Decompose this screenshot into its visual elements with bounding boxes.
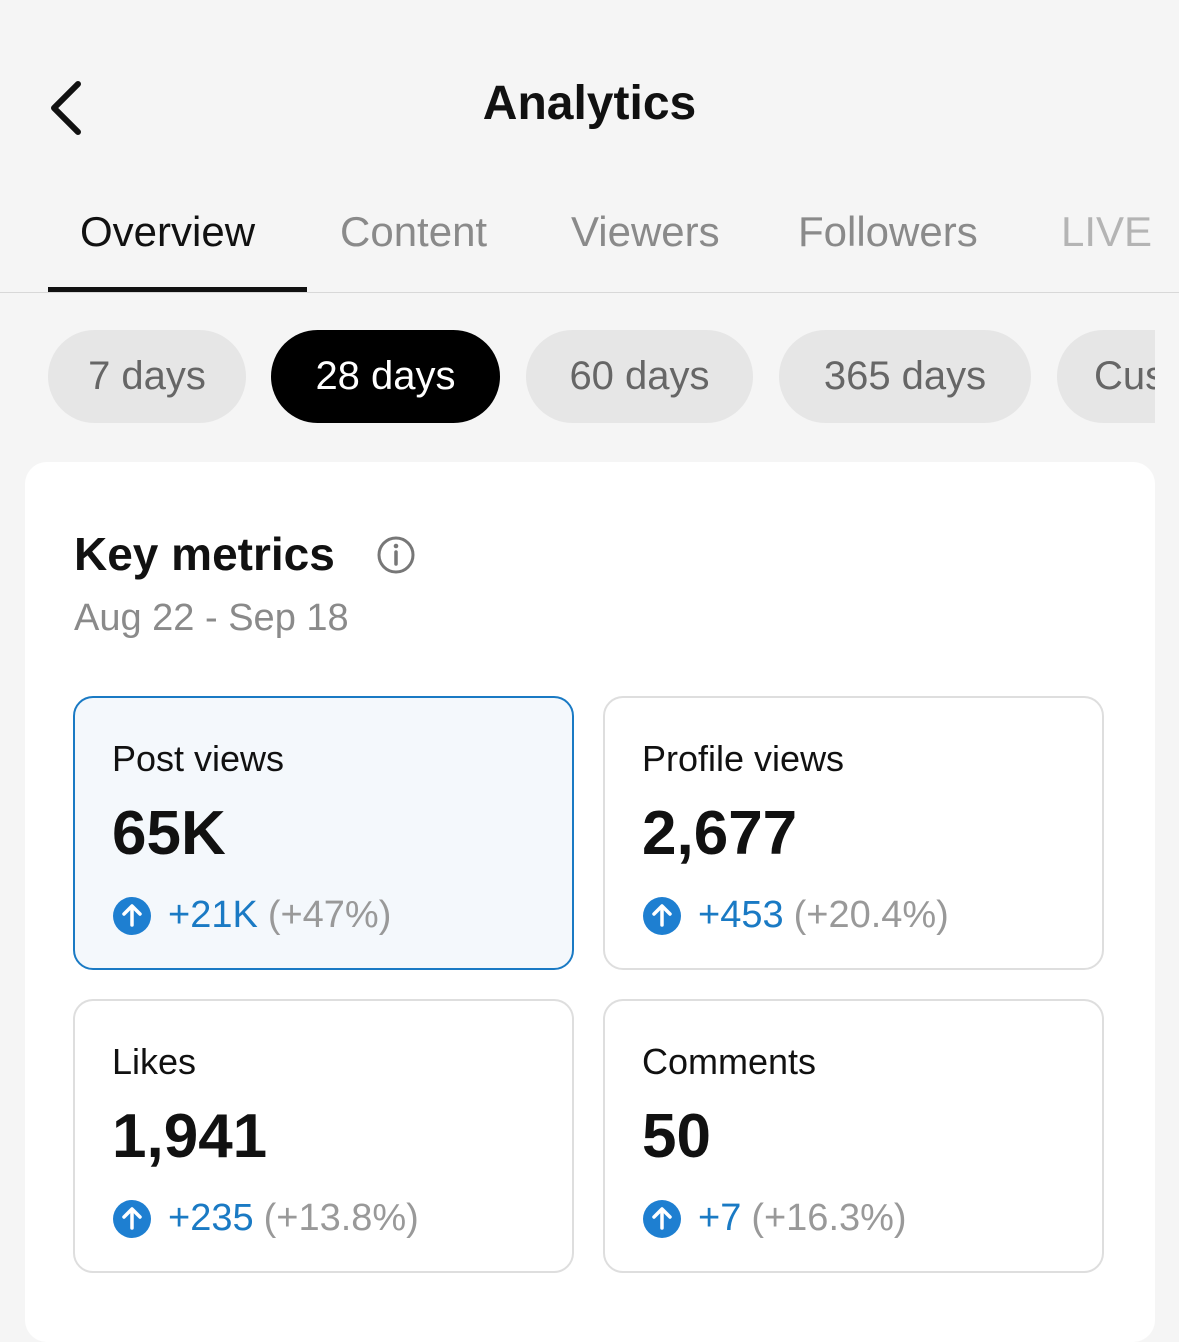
section-title: Key metrics [74, 528, 335, 580]
tab[interactable]: LIVE [1061, 208, 1153, 255]
change-value: +7 [698, 1197, 742, 1239]
period-pill[interactable]: 365 days [779, 330, 1031, 423]
change-value: +235 [168, 1197, 254, 1239]
metric-value: 1,941 [112, 1102, 268, 1171]
metric-tile[interactable]: Comments 50 +7 (+16.3%) [603, 999, 1104, 1273]
metric-tile[interactable]: Likes 1,941 +235 (+13.8%) [73, 999, 574, 1273]
date-range: Aug 22 - Sep 18 [74, 597, 349, 639]
metric-tile[interactable]: Post views 65K +21K (+47%) [73, 696, 574, 970]
tab[interactable]: Overview [80, 208, 256, 255]
metric-tile[interactable]: Profile views 2,677 +453 (+20.4%) [603, 696, 1104, 970]
info-icon[interactable] [376, 535, 416, 575]
up-arrow-icon [643, 1199, 681, 1238]
change-percent: (+16.3%) [751, 1197, 907, 1239]
metric-label: Likes [112, 1041, 197, 1082]
metric-change: +235 (+13.8%) [112, 1197, 419, 1240]
change-value: +453 [698, 894, 784, 936]
up-arrow-icon [113, 1199, 151, 1238]
tab[interactable]: Content [340, 208, 488, 255]
period-pill[interactable]: 28 days [271, 330, 500, 423]
metric-change: +21K (+47%) [112, 894, 391, 937]
metric-change: +453 (+20.4%) [642, 894, 949, 937]
metric-value: 65K [112, 799, 226, 868]
period-selector: 7 days 28 days 60 days 365 days Cus [0, 330, 1155, 424]
tab-indicator [48, 287, 307, 292]
metric-value: 2,677 [642, 799, 798, 868]
tab[interactable]: Followers [798, 208, 978, 255]
change-percent: (+20.4%) [793, 894, 949, 936]
change-value: +21K [168, 894, 258, 936]
period-pill[interactable]: 7 days [48, 330, 246, 423]
page-title: Analytics [482, 77, 697, 130]
screen: Analytics Overview Content Viewers Follower… [0, 77, 1179, 1273]
back-button[interactable] [40, 78, 90, 138]
metric-label: Comments [642, 1041, 817, 1082]
tab[interactable]: Viewers [571, 208, 720, 255]
metric-label: Profile views [642, 738, 845, 779]
metric-value: 50 [642, 1102, 711, 1171]
up-arrow-icon [113, 896, 151, 935]
metric-label: Post views [112, 738, 285, 779]
change-percent: (+13.8%) [263, 1197, 419, 1239]
period-pill[interactable]: 60 days [526, 330, 753, 423]
divider [0, 292, 1179, 293]
change-percent: (+47%) [267, 894, 392, 936]
up-arrow-icon [643, 896, 681, 935]
metric-change: +7 (+16.3%) [642, 1197, 907, 1240]
period-pill[interactable]: Cus [1057, 330, 1155, 423]
